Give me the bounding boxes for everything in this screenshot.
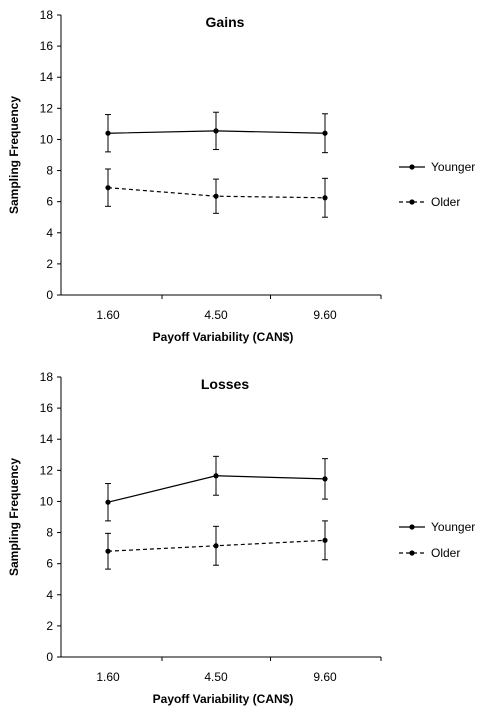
data-point (105, 548, 111, 554)
data-point (213, 473, 219, 479)
y-axis-title: Sampling Frequency (7, 96, 21, 214)
legend-marker (409, 199, 415, 205)
series-older (105, 168, 328, 218)
y-tick-label: 10 (40, 132, 54, 146)
legend-label: Older (431, 546, 460, 560)
legend-label: Younger (431, 520, 475, 534)
x-axis-title: Payoff Variability (CAN$) (153, 330, 294, 344)
x-tick-label: 1.60 (96, 308, 120, 322)
x-tick-label: 9.60 (313, 308, 337, 322)
legend-label: Younger (431, 160, 475, 174)
y-tick-label: 8 (46, 526, 53, 540)
x-tick-label: 4.50 (204, 670, 228, 684)
data-point (105, 130, 111, 136)
series-younger (105, 455, 328, 522)
y-tick-label: 16 (40, 401, 54, 415)
y-tick-label: 4 (46, 588, 53, 602)
x-axis-title: Payoff Variability (CAN$) (153, 692, 294, 706)
y-tick-label: 2 (46, 619, 53, 633)
y-tick-label: 4 (46, 226, 53, 240)
data-point (105, 499, 111, 505)
y-tick-label: 2 (46, 257, 53, 271)
legend-marker (409, 524, 415, 530)
chart-panel-losses: 0 2 4 6 8 10 12 14 16 18 1.60 4.50 9.60 Payoff Variab… (7, 370, 475, 706)
data-point (213, 543, 219, 549)
y-tick-label: 14 (40, 432, 54, 446)
chart-title: Gains (206, 14, 245, 30)
y-tick-label: 18 (40, 8, 54, 22)
series-younger (105, 111, 328, 154)
data-point (213, 128, 219, 134)
data-point (213, 193, 219, 199)
y-tick-label: 14 (40, 70, 54, 84)
data-point (105, 185, 111, 191)
y-tick-label: 16 (40, 39, 54, 53)
y-tick-label: 10 (40, 494, 54, 508)
data-point (322, 537, 328, 543)
legend-marker (409, 164, 415, 170)
legend-label: Older (431, 195, 460, 209)
y-axis-title: Sampling Frequency (7, 458, 21, 576)
y-tick-label: 12 (40, 463, 54, 477)
y-tick-label: 18 (40, 370, 54, 384)
data-point (322, 195, 328, 201)
y-tick-label: 8 (46, 164, 53, 178)
x-tick-label: 9.60 (313, 670, 337, 684)
data-point (322, 130, 328, 136)
x-tick-label: 1.60 (96, 670, 120, 684)
chart-title: Losses (201, 376, 249, 392)
data-point (322, 476, 328, 482)
y-tick-label: 6 (46, 195, 53, 209)
y-tick-label: 0 (46, 650, 53, 664)
y-tick-label: 12 (40, 101, 54, 115)
y-tick-label: 6 (46, 557, 53, 571)
chart-panel-gains: 0 2 4 6 8 10 12 14 16 18 1.60 4.50 9.60 Payoff Variab… (7, 8, 475, 344)
y-tick-label: 0 (46, 288, 53, 302)
legend-marker (409, 550, 415, 556)
x-tick-label: 4.50 (204, 308, 228, 322)
series-older (105, 520, 328, 570)
